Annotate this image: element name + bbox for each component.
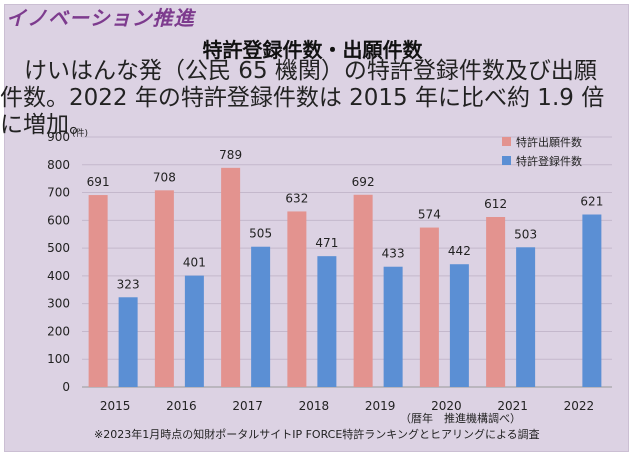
x-tick-label: 2016 <box>166 399 197 413</box>
y-tick-label: 300 <box>47 297 70 311</box>
bars <box>88 167 602 387</box>
bar-registration <box>118 297 138 387</box>
data-labels: 691 323 708 401 789 505 632 471 692 433 574 442 612 5… <box>87 148 604 291</box>
y-tick-label: 800 <box>47 158 70 172</box>
bar-registration <box>251 246 271 387</box>
data-label: 612 <box>484 197 507 211</box>
summary-text: けいはんな発（公民 65 機関）の特許登録件数及び出願件数。2022 年の特許登… <box>0 58 605 138</box>
bar-application <box>419 227 439 387</box>
bar-registration <box>516 247 536 387</box>
source-note: （暦年 推進機構調べ） <box>400 412 521 425</box>
x-tick-label: 2017 <box>232 399 263 413</box>
bar-registration <box>449 264 469 387</box>
data-label: 505 <box>249 227 272 241</box>
y-tick-label: 0 <box>62 380 70 394</box>
chart-title: 特許登録件数・出願件数 <box>202 38 423 62</box>
x-tick-label: 2022 <box>564 399 595 413</box>
x-tick-label: 2018 <box>299 399 330 413</box>
footnote: ※2023年1月時点の知財ポータルサイトIP FORCE特許ランキングとヒアリン… <box>94 428 540 441</box>
data-label: 574 <box>418 208 441 222</box>
data-label: 691 <box>87 175 110 189</box>
bar-application <box>88 195 108 387</box>
data-label: 632 <box>285 191 308 205</box>
y-tick-label: 200 <box>47 324 70 338</box>
y-axis: 0 100 200 300 400 500 600 700 800 900 (件) 2015 2016 2… <box>47 127 612 413</box>
bar-application <box>287 211 307 387</box>
bar-registration <box>582 214 602 387</box>
data-label: 692 <box>352 175 375 189</box>
data-label: 401 <box>183 256 206 270</box>
y-tick-label: 900 <box>47 130 70 144</box>
data-label: 621 <box>580 195 603 209</box>
bar-registration <box>184 275 204 387</box>
data-label: 503 <box>514 227 537 241</box>
bar-application <box>154 190 174 387</box>
data-label: 433 <box>382 247 405 261</box>
y-tick-label: 100 <box>47 352 70 366</box>
y-tick-label: 700 <box>47 186 70 200</box>
data-label: 789 <box>219 148 242 162</box>
legend-label: 特許登録件数 <box>516 154 582 168</box>
bar-application <box>486 217 506 387</box>
legend-swatch <box>502 156 511 165</box>
bar-application <box>353 194 373 387</box>
data-label: 708 <box>153 170 176 184</box>
bar-application <box>221 167 241 387</box>
x-tick-label: 2019 <box>365 399 396 413</box>
x-tick-label: 2020 <box>431 399 462 413</box>
x-tick-label: 2021 <box>497 399 528 413</box>
bar-registration <box>317 256 337 387</box>
y-tick-label: 500 <box>47 241 70 255</box>
y-tick-label: 400 <box>47 269 70 283</box>
data-label: 442 <box>448 244 471 258</box>
bar-registration <box>383 266 403 387</box>
y-tick-label: 600 <box>47 213 70 227</box>
y-unit-label: (件) <box>72 127 88 139</box>
legend-swatch <box>502 137 511 146</box>
legend-label: 特許出願件数 <box>516 135 582 149</box>
section-heading: イノベーション推進 <box>6 6 195 30</box>
data-label: 471 <box>315 236 338 250</box>
x-tick-label: 2015 <box>100 399 131 413</box>
data-label: 323 <box>117 277 140 291</box>
